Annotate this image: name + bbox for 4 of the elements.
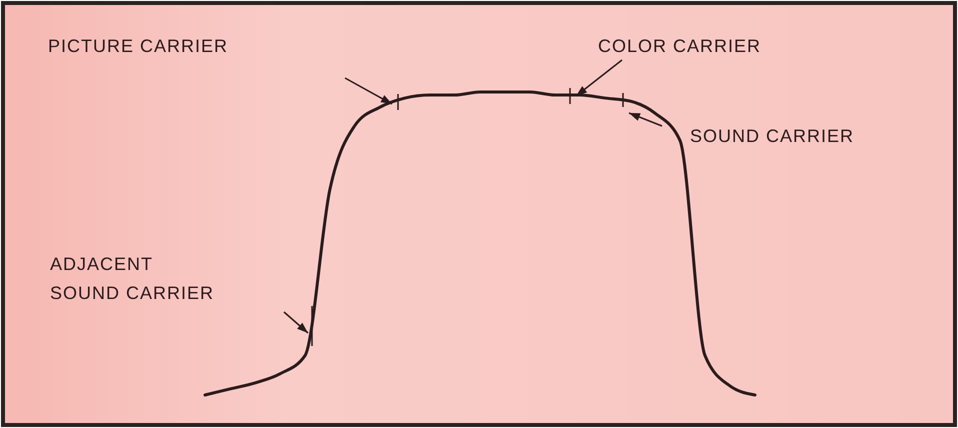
text: COLOR CARRIER: [598, 36, 762, 56]
text: PICTURE CARRIER: [48, 36, 228, 56]
annotation: SOUND CARRIER: [690, 126, 854, 146]
annotation: ADJACENT SOUND CARRIER: [50, 254, 214, 303]
